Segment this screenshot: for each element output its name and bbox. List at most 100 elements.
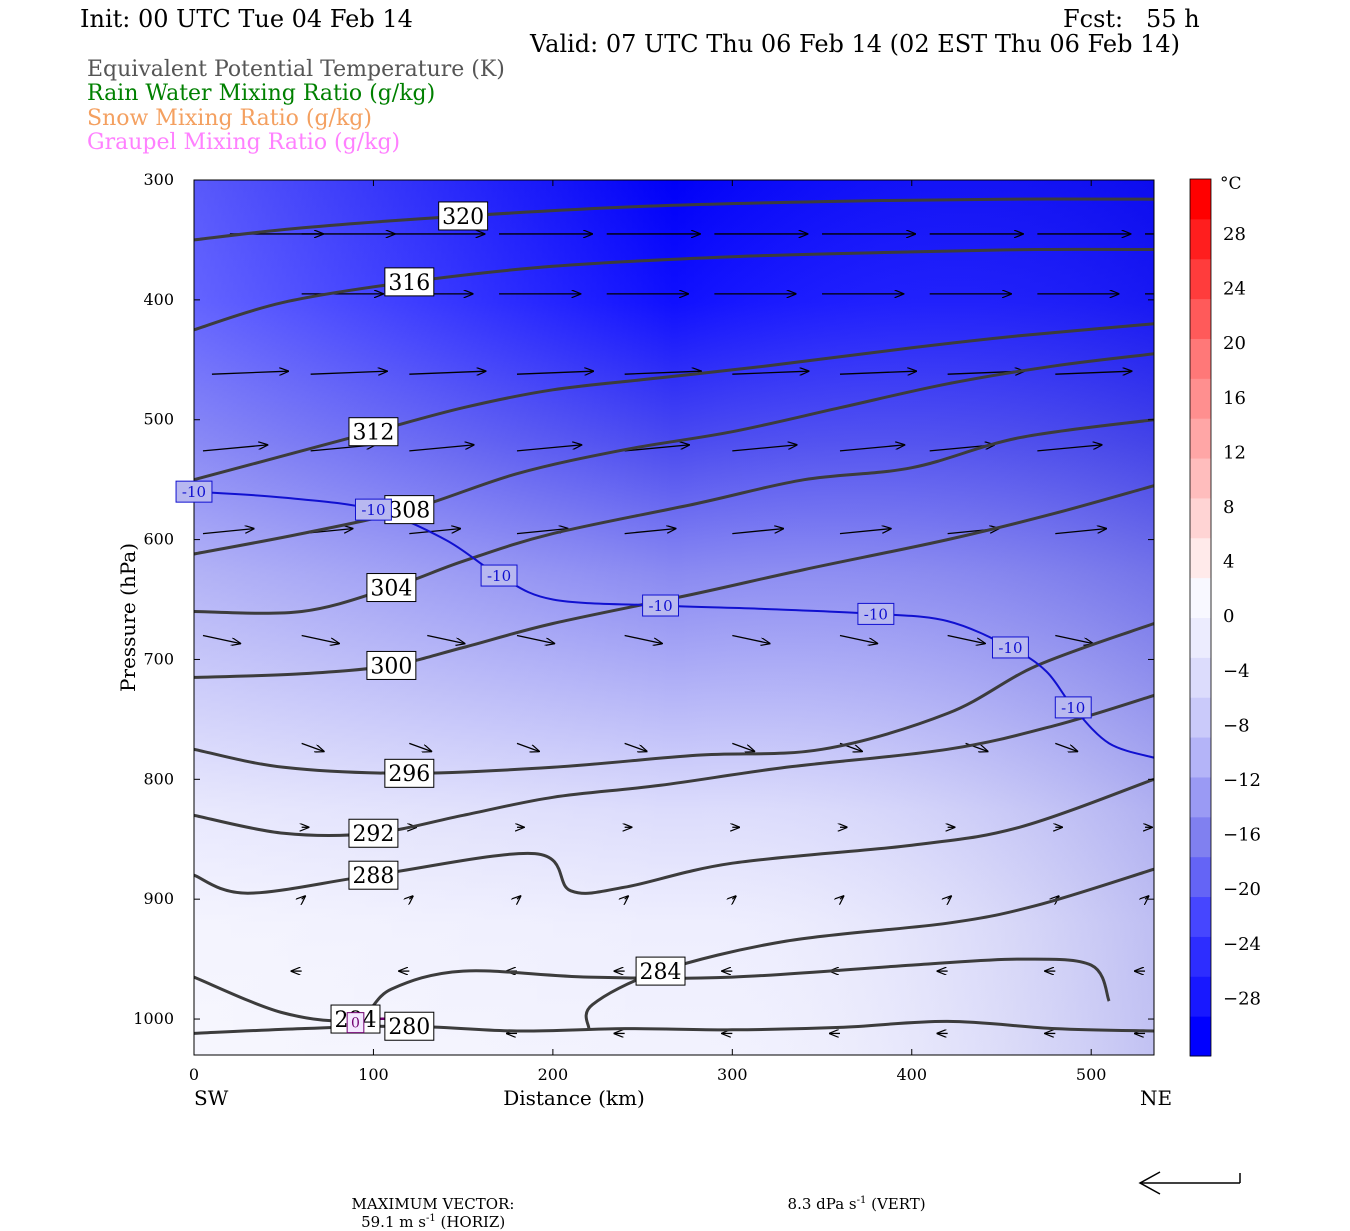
svg-text:316: 316 (388, 271, 430, 296)
wind-vector (302, 896, 305, 899)
colorbar-tick-label: 8 (1223, 497, 1234, 518)
y-tick-label: 400 (143, 290, 174, 309)
wind-vector (839, 445, 904, 452)
colorbar-segment (1190, 657, 1211, 698)
colorbar-tick-label: 20 (1223, 333, 1246, 354)
svg-text:304: 304 (370, 576, 412, 601)
wind-vector (202, 634, 240, 643)
colorbar-segment (1190, 298, 1211, 339)
temperature-field-shading (194, 180, 1154, 1055)
theta-e-label: 280 (384, 1011, 435, 1041)
y-tick-label: 500 (143, 410, 174, 429)
x-tick-label: 300 (717, 1065, 748, 1084)
forecast-hour: Fcst: 55 h (1063, 5, 1200, 33)
colorbar-tick-label: 4 (1223, 552, 1234, 573)
y-tick-label: 1000 (133, 1009, 174, 1028)
max-vector-vertical: 8.3 dPa s (787, 1195, 857, 1213)
wind-vector (839, 529, 891, 535)
colorbar-tick-label: −8 (1223, 715, 1250, 736)
isotherm-label: -10 (1054, 696, 1092, 719)
svg-text:-10: -10 (1061, 699, 1085, 717)
wind-vector (840, 896, 843, 899)
wind-vector (1055, 371, 1131, 374)
colorbar-segment (1190, 378, 1211, 419)
theta-e-contour (194, 622, 1154, 775)
y-tick-label: 300 (143, 170, 174, 189)
wind-vector (516, 742, 539, 751)
wind-vector (624, 371, 701, 374)
colorbar-segment (1190, 338, 1211, 379)
legend-theta-e: Equivalent Potential Temperature (K) (87, 57, 505, 82)
wind-vector (732, 529, 783, 535)
theta-e-contour (194, 197, 1154, 242)
colorbar-tick-label: 28 (1223, 224, 1246, 245)
y-axis-label: Pressure (hPa) (116, 543, 140, 692)
isotherm-label: -10 (642, 594, 679, 617)
wind-vector (301, 634, 339, 643)
colorbar-segment (1190, 776, 1211, 818)
legend-graupel: Graupel Mixing Ratio (g/kg) (87, 130, 401, 155)
svg-text:296: 296 (388, 762, 430, 787)
wind-vector (732, 634, 769, 643)
wind-vector (202, 529, 254, 535)
wind-vector (732, 742, 754, 751)
legend-snow: Snow Mixing Ratio (g/kg) (87, 106, 372, 131)
footer-max-vector: MAXIMUM VECTOR: 59.1 m s-1 (HORIZ) (342, 1177, 515, 1231)
colorbar-tick-label: 0 (1223, 606, 1234, 627)
colorbar-segment (1190, 418, 1211, 459)
sw-end-label: SW (194, 1086, 229, 1110)
wind-vector (409, 445, 473, 452)
colorbar-segment (1190, 617, 1211, 658)
vert-suffix: (VERT) (866, 1195, 926, 1213)
colorbar-segment (1190, 218, 1211, 260)
svg-text:-10: -10 (182, 483, 206, 501)
valid-time: Valid: 07 UTC Thu 06 Feb 14 (02 EST Thu … (530, 30, 1180, 58)
svg-text:-10: -10 (487, 567, 511, 585)
theta-e-contour (194, 693, 1154, 838)
cross-section-chart: 280284284288292296300304308312316320-10-… (116, 170, 1261, 1195)
colorbar-tick-label: −12 (1223, 770, 1261, 791)
colorbar-segment (1190, 737, 1211, 778)
colorbar-segment (1190, 697, 1211, 738)
y-tick-label: 800 (143, 769, 174, 788)
svg-text:320: 320 (442, 205, 484, 230)
colorbar-frame (1189, 178, 1212, 1057)
theta-e-contour (194, 418, 1154, 615)
wind-vector (624, 529, 676, 535)
colorbar-segment (1190, 497, 1211, 539)
legend-rain-water: Rain Water Mixing Ratio (g/kg) (87, 81, 436, 106)
colorbar-segment (1190, 936, 1211, 977)
plot-frame (193, 179, 1155, 1056)
wind-vector (1037, 445, 1101, 452)
theta-e-contour (194, 777, 1154, 895)
wind-vector (624, 742, 647, 751)
svg-text:292: 292 (352, 822, 394, 847)
footer-max-vertical: 8.3 dPa s-1 (VERT) (778, 1177, 926, 1213)
theta-e-label: 288 (348, 860, 399, 890)
svg-text:284: 284 (640, 960, 682, 985)
y-tick-label: 900 (143, 889, 174, 908)
wind-vector (516, 529, 568, 535)
isotherm-label: -10 (857, 602, 895, 625)
x-tick-label: 0 (189, 1065, 199, 1084)
max-vector-horizontal: 59.1 m s (361, 1213, 426, 1231)
theta-e-contour (194, 322, 1154, 482)
svg-text:288: 288 (352, 864, 394, 889)
theta-e-label: 296 (384, 758, 435, 788)
y-tick-label: 700 (143, 649, 174, 668)
wind-vector (516, 371, 593, 374)
colorbar-segment (1190, 896, 1211, 937)
colorbar-segment (1190, 258, 1211, 300)
colorbar-segment (1190, 458, 1211, 499)
wind-vector (202, 445, 267, 452)
colorbar-segment (1190, 1016, 1211, 1057)
wind-vector (516, 445, 581, 452)
isotherm-label: -10 (480, 564, 518, 587)
isotherm-label: -10 (991, 636, 1029, 659)
theta-e-contour (584, 867, 1154, 1029)
svg-text:312: 312 (352, 421, 394, 446)
init-time: Init: 00 UTC Tue 04 Feb 14 (80, 5, 413, 33)
wind-vector (947, 634, 985, 643)
colorbar-segment (1190, 537, 1211, 579)
colorbar-tick-label: −20 (1223, 879, 1261, 900)
